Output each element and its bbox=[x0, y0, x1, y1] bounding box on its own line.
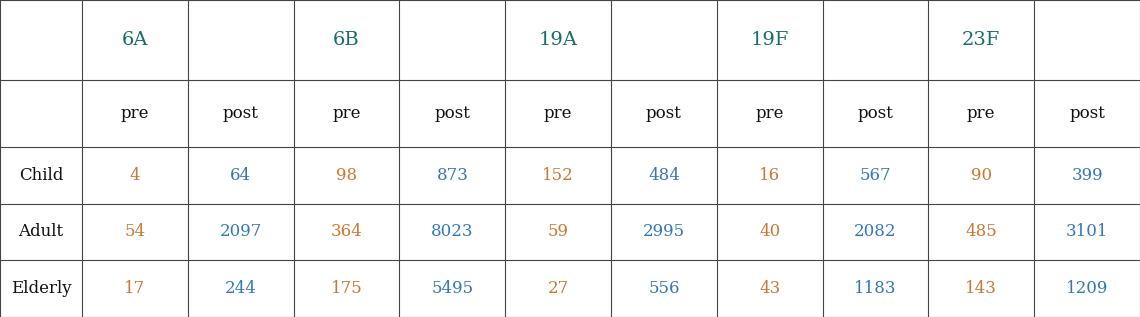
Text: pre: pre bbox=[544, 105, 572, 122]
Text: 54: 54 bbox=[124, 223, 146, 241]
Text: post: post bbox=[646, 105, 682, 122]
Text: 8023: 8023 bbox=[431, 223, 473, 241]
Text: 90: 90 bbox=[971, 167, 992, 184]
Text: 17: 17 bbox=[124, 280, 146, 297]
Text: 16: 16 bbox=[759, 167, 780, 184]
Text: 175: 175 bbox=[331, 280, 363, 297]
Text: Adult: Adult bbox=[18, 223, 64, 241]
Text: Child: Child bbox=[19, 167, 63, 184]
Text: 23F: 23F bbox=[962, 31, 1001, 49]
Text: 59: 59 bbox=[547, 223, 569, 241]
Text: 399: 399 bbox=[1072, 167, 1102, 184]
Text: post: post bbox=[1069, 105, 1105, 122]
Text: 3101: 3101 bbox=[1066, 223, 1108, 241]
Text: 43: 43 bbox=[759, 280, 781, 297]
Text: 40: 40 bbox=[759, 223, 781, 241]
Text: 152: 152 bbox=[543, 167, 575, 184]
Text: 6A: 6A bbox=[122, 31, 148, 49]
Text: 19F: 19F bbox=[750, 31, 789, 49]
Text: 2082: 2082 bbox=[854, 223, 897, 241]
Text: 873: 873 bbox=[437, 167, 469, 184]
Text: 6B: 6B bbox=[333, 31, 360, 49]
Text: post: post bbox=[857, 105, 894, 122]
Text: 5495: 5495 bbox=[431, 280, 473, 297]
Text: 2097: 2097 bbox=[220, 223, 262, 241]
Text: 1209: 1209 bbox=[1066, 280, 1108, 297]
Text: pre: pre bbox=[756, 105, 784, 122]
Text: 485: 485 bbox=[966, 223, 998, 241]
Text: pre: pre bbox=[967, 105, 995, 122]
Text: 567: 567 bbox=[860, 167, 891, 184]
Text: post: post bbox=[434, 105, 471, 122]
Text: 364: 364 bbox=[331, 223, 363, 241]
Text: 4: 4 bbox=[130, 167, 140, 184]
Text: 27: 27 bbox=[547, 280, 569, 297]
Text: Elderly: Elderly bbox=[10, 280, 72, 297]
Text: 2995: 2995 bbox=[643, 223, 685, 241]
Text: pre: pre bbox=[333, 105, 360, 122]
Text: 484: 484 bbox=[648, 167, 679, 184]
Text: 98: 98 bbox=[336, 167, 357, 184]
Text: 556: 556 bbox=[649, 280, 679, 297]
Text: pre: pre bbox=[121, 105, 149, 122]
Text: 143: 143 bbox=[966, 280, 998, 297]
Text: 19A: 19A bbox=[538, 31, 578, 49]
Text: 244: 244 bbox=[225, 280, 256, 297]
Text: 1183: 1183 bbox=[854, 280, 897, 297]
Text: 64: 64 bbox=[230, 167, 251, 184]
Text: post: post bbox=[222, 105, 259, 122]
